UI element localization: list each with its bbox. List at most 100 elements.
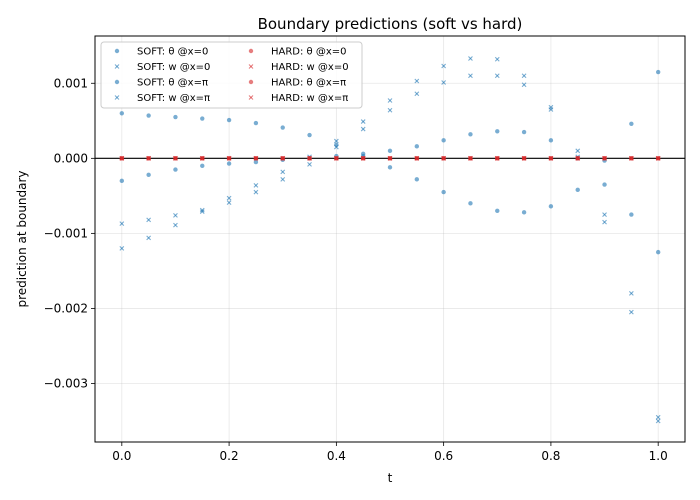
series-3 xyxy=(119,73,661,420)
legend-frame xyxy=(100,41,363,109)
x-tick-label: 1.0 xyxy=(649,449,668,463)
data-point xyxy=(655,155,661,161)
data-point xyxy=(629,121,634,127)
data-point xyxy=(628,309,634,315)
data-point xyxy=(280,169,286,175)
data-point xyxy=(602,155,607,161)
data-point xyxy=(494,73,500,79)
data-point xyxy=(280,125,285,130)
data-point xyxy=(414,177,420,182)
data-point xyxy=(441,155,447,161)
legend-item: HARD: w @x=0 xyxy=(248,62,349,73)
plot-area-frame xyxy=(94,35,686,443)
data-point xyxy=(173,114,178,120)
data-point xyxy=(414,78,420,84)
data-point xyxy=(441,189,446,195)
data-point xyxy=(521,129,527,135)
data-point xyxy=(387,98,393,103)
legend-item: SOFT: w @x=0 xyxy=(114,62,210,73)
data-point xyxy=(226,117,232,123)
legend-marker xyxy=(114,79,120,85)
data-point xyxy=(602,212,607,217)
data-point xyxy=(602,182,607,187)
series-7 xyxy=(119,155,661,161)
x-tick-label: 0.4 xyxy=(327,449,346,463)
data-point xyxy=(307,155,312,161)
legend-label: SOFT: w @x=π xyxy=(137,93,210,104)
legend-label: SOFT: w @x=0 xyxy=(137,62,210,73)
x-tick-label: 0.0 xyxy=(112,449,131,463)
data-point xyxy=(414,91,420,97)
data-point xyxy=(119,178,125,184)
data-point xyxy=(146,113,151,118)
data-point xyxy=(173,222,178,228)
data-point xyxy=(495,129,500,134)
data-point xyxy=(414,144,420,149)
legend-marker xyxy=(248,64,254,69)
data-point xyxy=(655,249,661,255)
data-point xyxy=(548,138,554,143)
data-point xyxy=(280,176,286,182)
legend-item: HARD: θ @x=π xyxy=(248,78,346,89)
legend-marker xyxy=(114,64,120,69)
legend: SOFT: θ @x=0 SOFT: w @x=0 SOFT: θ @x=π SOFT… xyxy=(100,41,363,109)
data-point xyxy=(628,291,634,296)
chart-title: Boundary predictions (soft vs hard) xyxy=(258,15,523,33)
legend-label: SOFT: θ @x=0 xyxy=(137,47,208,58)
data-point xyxy=(629,212,634,217)
data-point xyxy=(360,151,366,157)
data-point xyxy=(146,217,152,223)
x-axis-ticks: 0.0 0.2 0.4 0.6 0.8 1.0 xyxy=(112,442,668,463)
data-point xyxy=(494,155,500,161)
data-point xyxy=(119,245,125,251)
data-point xyxy=(360,126,366,132)
data-point xyxy=(441,63,447,69)
legend-item: SOFT: θ @x=π xyxy=(114,78,208,89)
data-point xyxy=(468,73,473,79)
data-point xyxy=(307,132,312,138)
data-point xyxy=(119,155,125,161)
data-point xyxy=(548,204,554,209)
data-point xyxy=(173,212,178,218)
y-tick-label: −0.001 xyxy=(44,226,88,240)
data-point xyxy=(253,159,259,165)
data-point xyxy=(387,107,393,113)
legend-items: SOFT: θ @x=0 SOFT: w @x=0 SOFT: θ @x=π SOFT… xyxy=(114,47,349,104)
data-point xyxy=(575,148,581,154)
data-point xyxy=(521,73,527,79)
legend-marker xyxy=(248,79,254,85)
data-point xyxy=(360,119,366,124)
legend-label: SOFT: θ @x=π xyxy=(137,78,208,89)
data-point xyxy=(226,200,232,205)
data-point xyxy=(495,208,500,214)
data-point xyxy=(119,111,125,116)
y-tick-label: −0.003 xyxy=(44,376,88,390)
data-point xyxy=(521,210,527,215)
data-point xyxy=(387,148,393,154)
data-point xyxy=(173,155,178,161)
data-point xyxy=(575,187,580,193)
legend-item: HARD: w @x=π xyxy=(248,93,348,104)
data-point xyxy=(333,155,339,161)
legend-marker xyxy=(248,95,254,100)
data-point xyxy=(548,155,554,161)
data-point xyxy=(226,195,232,201)
legend-marker xyxy=(248,48,254,54)
y-axis-ticks: −0.003 −0.002 −0.001 0.000 0.001 xyxy=(44,76,95,390)
data-point xyxy=(119,221,125,227)
legend-label: HARD: θ @x=π xyxy=(271,78,346,89)
data-point xyxy=(200,116,205,121)
data-point xyxy=(468,155,473,161)
data-point xyxy=(146,155,152,161)
data-point xyxy=(146,172,151,178)
data-point xyxy=(414,155,420,161)
y-tick-label: 0.000 xyxy=(54,151,88,165)
data-point xyxy=(521,155,527,161)
x-axis-label: t xyxy=(388,471,393,485)
data-point xyxy=(655,69,661,75)
y-axis-label: prediction at boundary xyxy=(15,170,29,307)
points-layer xyxy=(119,56,661,424)
data-point xyxy=(468,132,473,137)
legend-item: SOFT: θ @x=0 xyxy=(114,47,208,58)
